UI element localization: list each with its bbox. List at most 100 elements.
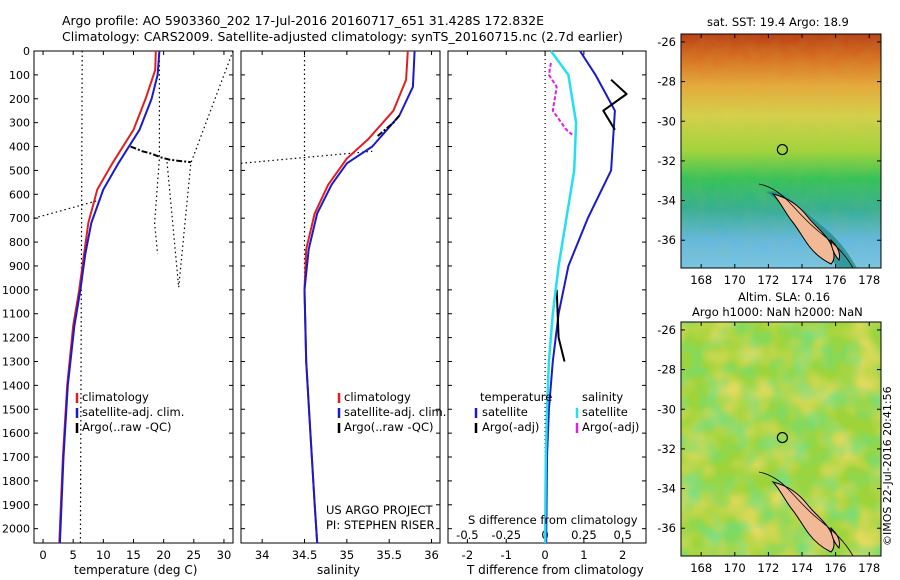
diff-xtick-label: 0 — [541, 548, 548, 562]
depth-tick-label: 1100 — [2, 308, 30, 321]
sst-map-lat-label: -28 — [657, 75, 676, 89]
sal-legend-argo: Argo(..raw -QC) — [344, 420, 434, 434]
sla-map-lon-label: 170 — [724, 561, 746, 575]
sst-map-lat-label: -36 — [657, 233, 676, 247]
depth-tick-label: 1900 — [2, 499, 30, 512]
diff-s-tick-label: -0.25 — [491, 528, 521, 542]
temp-guide-line — [154, 60, 160, 255]
diff-legend-temperature-head: temperature — [480, 390, 553, 404]
sst-map-title: sat. SST: 19.4 Argo: 18.9 — [707, 15, 849, 29]
diff-legend-t-satellite: satellite — [482, 405, 528, 419]
diff-xtick-label: -1 — [501, 548, 512, 562]
sal-legend-satellite: satellite-adj. clim. — [344, 405, 447, 419]
sst-map-lat-label: -34 — [657, 194, 676, 208]
sst-map-argo-position-marker — [776, 143, 788, 156]
diff-series-t-argo — [602, 78, 628, 131]
title-line1: Argo profile: AO 5903360_202 17-Jul-2016… — [62, 13, 545, 28]
sla-map-lon-label: 174 — [791, 561, 813, 575]
pi-label: PI: STEPHEN RISER — [326, 518, 435, 532]
depth-tick-label: 600 — [9, 188, 30, 201]
sst-map-lat-label: -26 — [657, 35, 676, 49]
temp-xtick-label: 5 — [70, 548, 77, 562]
sla-map-lat-label: -26 — [657, 323, 676, 337]
sal-legend-climatology: climatology — [344, 390, 411, 404]
sal-xtick-label: 34.5 — [292, 548, 318, 562]
sal-xtick-label: 36 — [424, 548, 439, 562]
depth-tick-label: 100 — [9, 69, 30, 82]
temp-xtick-label: 30 — [217, 548, 232, 562]
sst-map-lat-label: -32 — [657, 154, 676, 168]
diff-s-tick-label: 0.25 — [571, 528, 597, 542]
temp-legend-climatology: climatology — [82, 390, 149, 404]
temp-xtick-label: 25 — [186, 548, 201, 562]
depth-tick-label: 1400 — [2, 379, 30, 392]
depth-tick-label: 2000 — [2, 523, 30, 536]
sla-map-lon-label: 168 — [690, 561, 712, 575]
project-label: US ARGO PROJECT — [326, 503, 433, 517]
temp-legend-argo: Argo(..raw -QC) — [82, 420, 172, 434]
sst-map-lat-label: -30 — [657, 114, 676, 128]
sst-map-lon-label: 174 — [791, 273, 813, 287]
sst-map-lon-label: 172 — [757, 273, 779, 287]
sla-map-lat-label: -28 — [657, 363, 676, 377]
sst-map-image — [681, 34, 881, 268]
sla-map-lon-label: 172 — [757, 561, 779, 575]
diff-top-label: S difference from climatology — [468, 513, 638, 527]
sla-map-lon-label: 176 — [825, 561, 847, 575]
diff-legend-s-argo: Argo(-adj) — [582, 420, 640, 434]
imos-stamp: ©IMOS 22-Jul-2016 20:41:56 — [881, 386, 894, 546]
diff-s-tick-label: -0.5 — [456, 528, 478, 542]
sla-map-lat-label: -32 — [657, 442, 676, 456]
depth-tick-label: 900 — [9, 260, 30, 273]
temp-series-satellite — [58, 50, 161, 544]
diff-series-t-satellite — [545, 50, 616, 544]
temp-guide-line — [33, 198, 104, 219]
depth-tick-label: 300 — [9, 117, 30, 130]
sst-map-lon-label: 170 — [724, 273, 746, 287]
sla-map-lat-label: -34 — [657, 482, 676, 496]
depth-tick-label: 1800 — [2, 475, 30, 488]
sst-map-frame — [680, 33, 882, 269]
sal-xtick-label: 35.5 — [376, 548, 402, 562]
depth-tick-label: 1700 — [2, 451, 30, 464]
sla-map-argo-position-marker — [776, 431, 788, 444]
diff-legend-s-satellite: satellite — [582, 405, 628, 419]
sla-map-title1: Altim. SLA: 0.16 — [738, 290, 831, 304]
sal-series-argo — [375, 114, 401, 138]
diff-xlabel: T difference from climatology — [467, 563, 644, 577]
temp-legend-satellite: satellite-adj. clim. — [82, 405, 185, 419]
diff-xtick-label: -2 — [462, 548, 473, 562]
diff-series-s-argo — [547, 62, 573, 136]
temp-series-argo — [130, 145, 191, 164]
depth-tick-label: 1000 — [2, 284, 30, 297]
depth-tick-label: 800 — [9, 236, 30, 249]
sla-map-title2: Argo h1000: NaN h2000: NaN — [692, 305, 863, 319]
sst-map-lon-label: 168 — [690, 273, 712, 287]
sla-map-frame — [680, 321, 882, 557]
depth-tick-label: 1600 — [2, 427, 30, 440]
depth-tick-label: 400 — [9, 141, 30, 154]
diff-series-t-argo — [555, 289, 566, 362]
sla-map-image — [681, 322, 881, 556]
sla-map-lat-label: -36 — [657, 521, 676, 535]
sal-xtick-label: 35 — [340, 548, 355, 562]
depth-tick-label: 1500 — [2, 403, 30, 416]
diff-xtick-label: 1 — [580, 548, 587, 562]
title-line2: Climatology: CARS2009. Satellite-adjuste… — [62, 29, 623, 44]
diff-legend-salinity-head: salinity — [582, 390, 624, 404]
depth-tick-label: 0 — [23, 45, 30, 58]
diff-xtick-label: 2 — [619, 548, 626, 562]
depth-tick-label: 200 — [9, 93, 30, 106]
sla-map-lon-label: 178 — [858, 561, 880, 575]
temp-xtick-label: 20 — [156, 548, 171, 562]
depth-tick-label: 700 — [9, 212, 30, 225]
temp-xlabel: temperature (deg C) — [74, 563, 198, 577]
temp-xtick-label: 15 — [126, 548, 141, 562]
sal-frame — [240, 50, 441, 544]
diff-series-s-satellite — [543, 50, 578, 544]
depth-tick-label: 1300 — [2, 355, 30, 368]
temp-guide-line — [166, 50, 234, 288]
diff-s-tick-label: 0.5 — [614, 528, 632, 542]
